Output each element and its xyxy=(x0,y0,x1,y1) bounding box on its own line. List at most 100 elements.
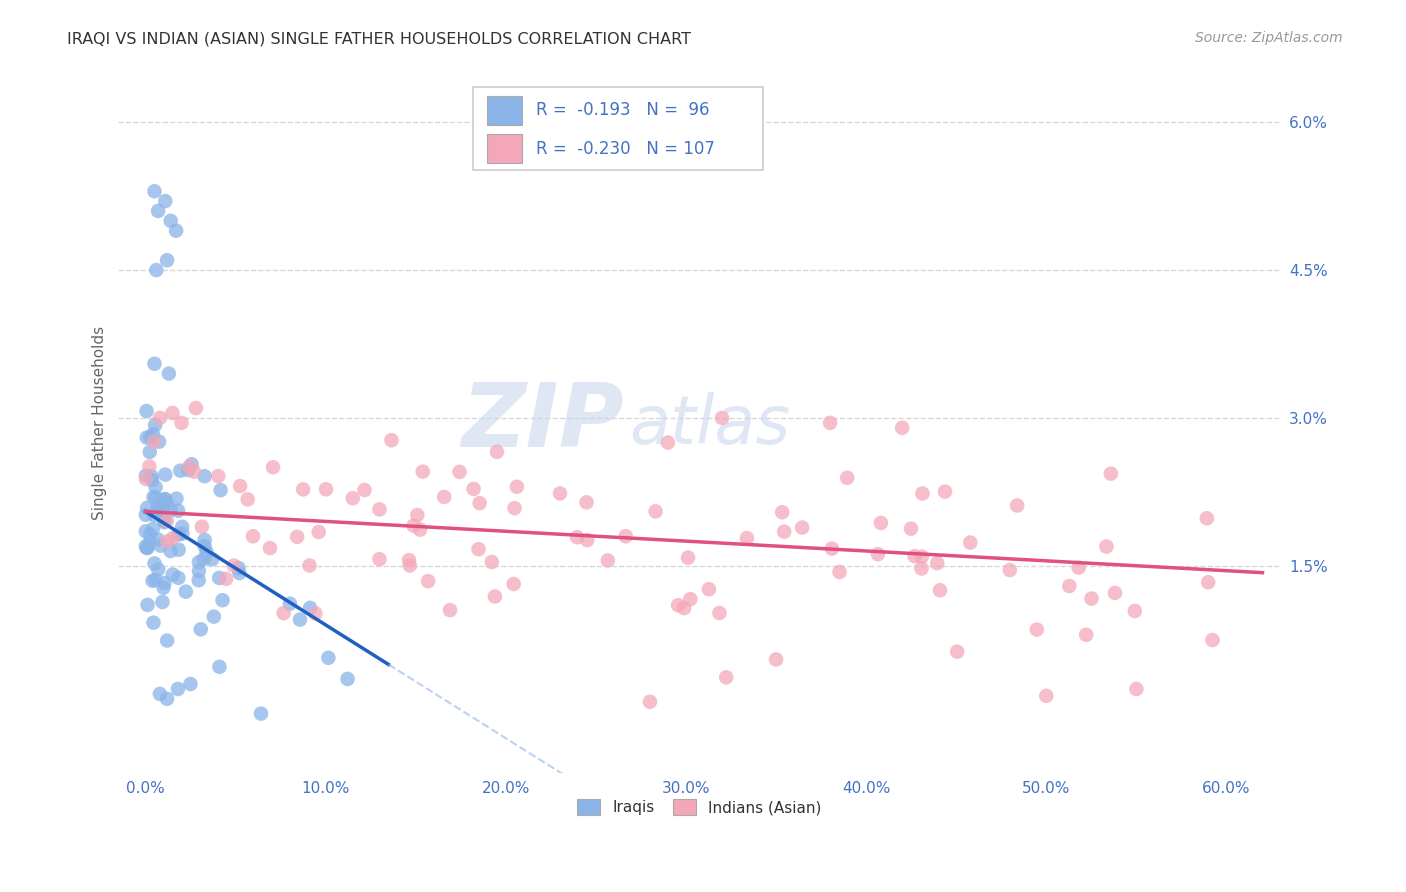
Point xyxy=(644,504,666,518)
Point xyxy=(439,603,461,617)
Point xyxy=(1076,628,1098,642)
Point xyxy=(792,520,814,534)
Point xyxy=(911,549,934,564)
Point xyxy=(228,561,250,575)
Point xyxy=(138,459,160,474)
Point xyxy=(467,542,489,557)
Point xyxy=(170,416,193,430)
Point xyxy=(676,550,699,565)
Text: IRAQI VS INDIAN (ASIAN) SINGLE FATHER HOUSEHOLDS CORRELATION CHART: IRAQI VS INDIAN (ASIAN) SINGLE FATHER HO… xyxy=(67,31,692,46)
Point xyxy=(143,357,166,371)
Point xyxy=(770,505,793,519)
Point xyxy=(152,595,174,609)
Point xyxy=(262,460,284,475)
Point xyxy=(153,576,176,591)
Point xyxy=(208,660,231,674)
Point xyxy=(697,582,720,596)
Point xyxy=(657,435,679,450)
Point xyxy=(169,464,191,478)
Point xyxy=(142,574,165,588)
Point xyxy=(159,503,181,517)
Point xyxy=(135,524,157,539)
Point xyxy=(145,491,167,505)
Point xyxy=(911,486,934,500)
Point xyxy=(148,434,170,449)
Point xyxy=(866,547,889,561)
Point xyxy=(1059,579,1081,593)
Point xyxy=(138,535,160,549)
Point xyxy=(179,677,201,691)
Point xyxy=(1005,499,1028,513)
Point xyxy=(156,253,179,268)
Point xyxy=(156,534,179,549)
Point xyxy=(278,597,301,611)
Point xyxy=(406,508,429,522)
Point xyxy=(188,564,211,578)
Point xyxy=(1067,560,1090,574)
Point xyxy=(548,486,571,500)
Point xyxy=(714,670,737,684)
Point xyxy=(575,495,598,509)
Point xyxy=(139,445,162,459)
Point xyxy=(1095,540,1118,554)
Point xyxy=(1201,633,1223,648)
Point xyxy=(673,601,696,615)
Point xyxy=(946,645,969,659)
Point xyxy=(190,623,212,637)
Point xyxy=(380,434,402,448)
Point xyxy=(828,565,851,579)
Point xyxy=(194,469,217,483)
Point xyxy=(900,522,922,536)
Point xyxy=(142,490,165,504)
Point xyxy=(485,445,508,459)
Point xyxy=(135,468,157,483)
Point xyxy=(679,592,702,607)
Point xyxy=(152,500,174,514)
Point xyxy=(502,577,524,591)
Point xyxy=(155,467,177,482)
Point xyxy=(506,480,529,494)
Point xyxy=(1035,689,1057,703)
Point xyxy=(308,524,330,539)
Point xyxy=(818,416,841,430)
Point xyxy=(904,549,927,563)
Point xyxy=(136,598,159,612)
Point xyxy=(1099,467,1122,481)
Point xyxy=(159,544,181,558)
Point xyxy=(141,469,163,483)
Point xyxy=(145,480,167,494)
Point xyxy=(135,508,157,522)
Point xyxy=(142,522,165,536)
Point xyxy=(273,606,295,620)
FancyBboxPatch shape xyxy=(486,135,522,163)
Point xyxy=(503,501,526,516)
Point xyxy=(162,406,184,420)
Point xyxy=(146,533,169,547)
Point xyxy=(146,562,169,576)
Point xyxy=(179,459,201,474)
Point xyxy=(180,457,202,471)
Point xyxy=(638,695,661,709)
Point xyxy=(409,523,432,537)
Point xyxy=(1025,623,1047,637)
Point xyxy=(288,613,311,627)
FancyBboxPatch shape xyxy=(486,95,522,125)
Point xyxy=(711,411,734,425)
Point xyxy=(174,584,197,599)
Point xyxy=(135,541,157,555)
Point xyxy=(208,571,231,585)
Point xyxy=(998,563,1021,577)
Point xyxy=(1104,586,1126,600)
Text: R =  -0.230   N = 107: R = -0.230 N = 107 xyxy=(536,140,714,158)
Point xyxy=(468,496,491,510)
Point xyxy=(162,531,184,545)
Point xyxy=(183,465,205,479)
Point xyxy=(481,555,503,569)
Point xyxy=(156,496,179,510)
Point xyxy=(156,633,179,648)
Point xyxy=(139,430,162,444)
Point xyxy=(143,434,166,449)
Point xyxy=(167,542,190,557)
Point xyxy=(167,527,190,541)
Point xyxy=(135,540,157,554)
